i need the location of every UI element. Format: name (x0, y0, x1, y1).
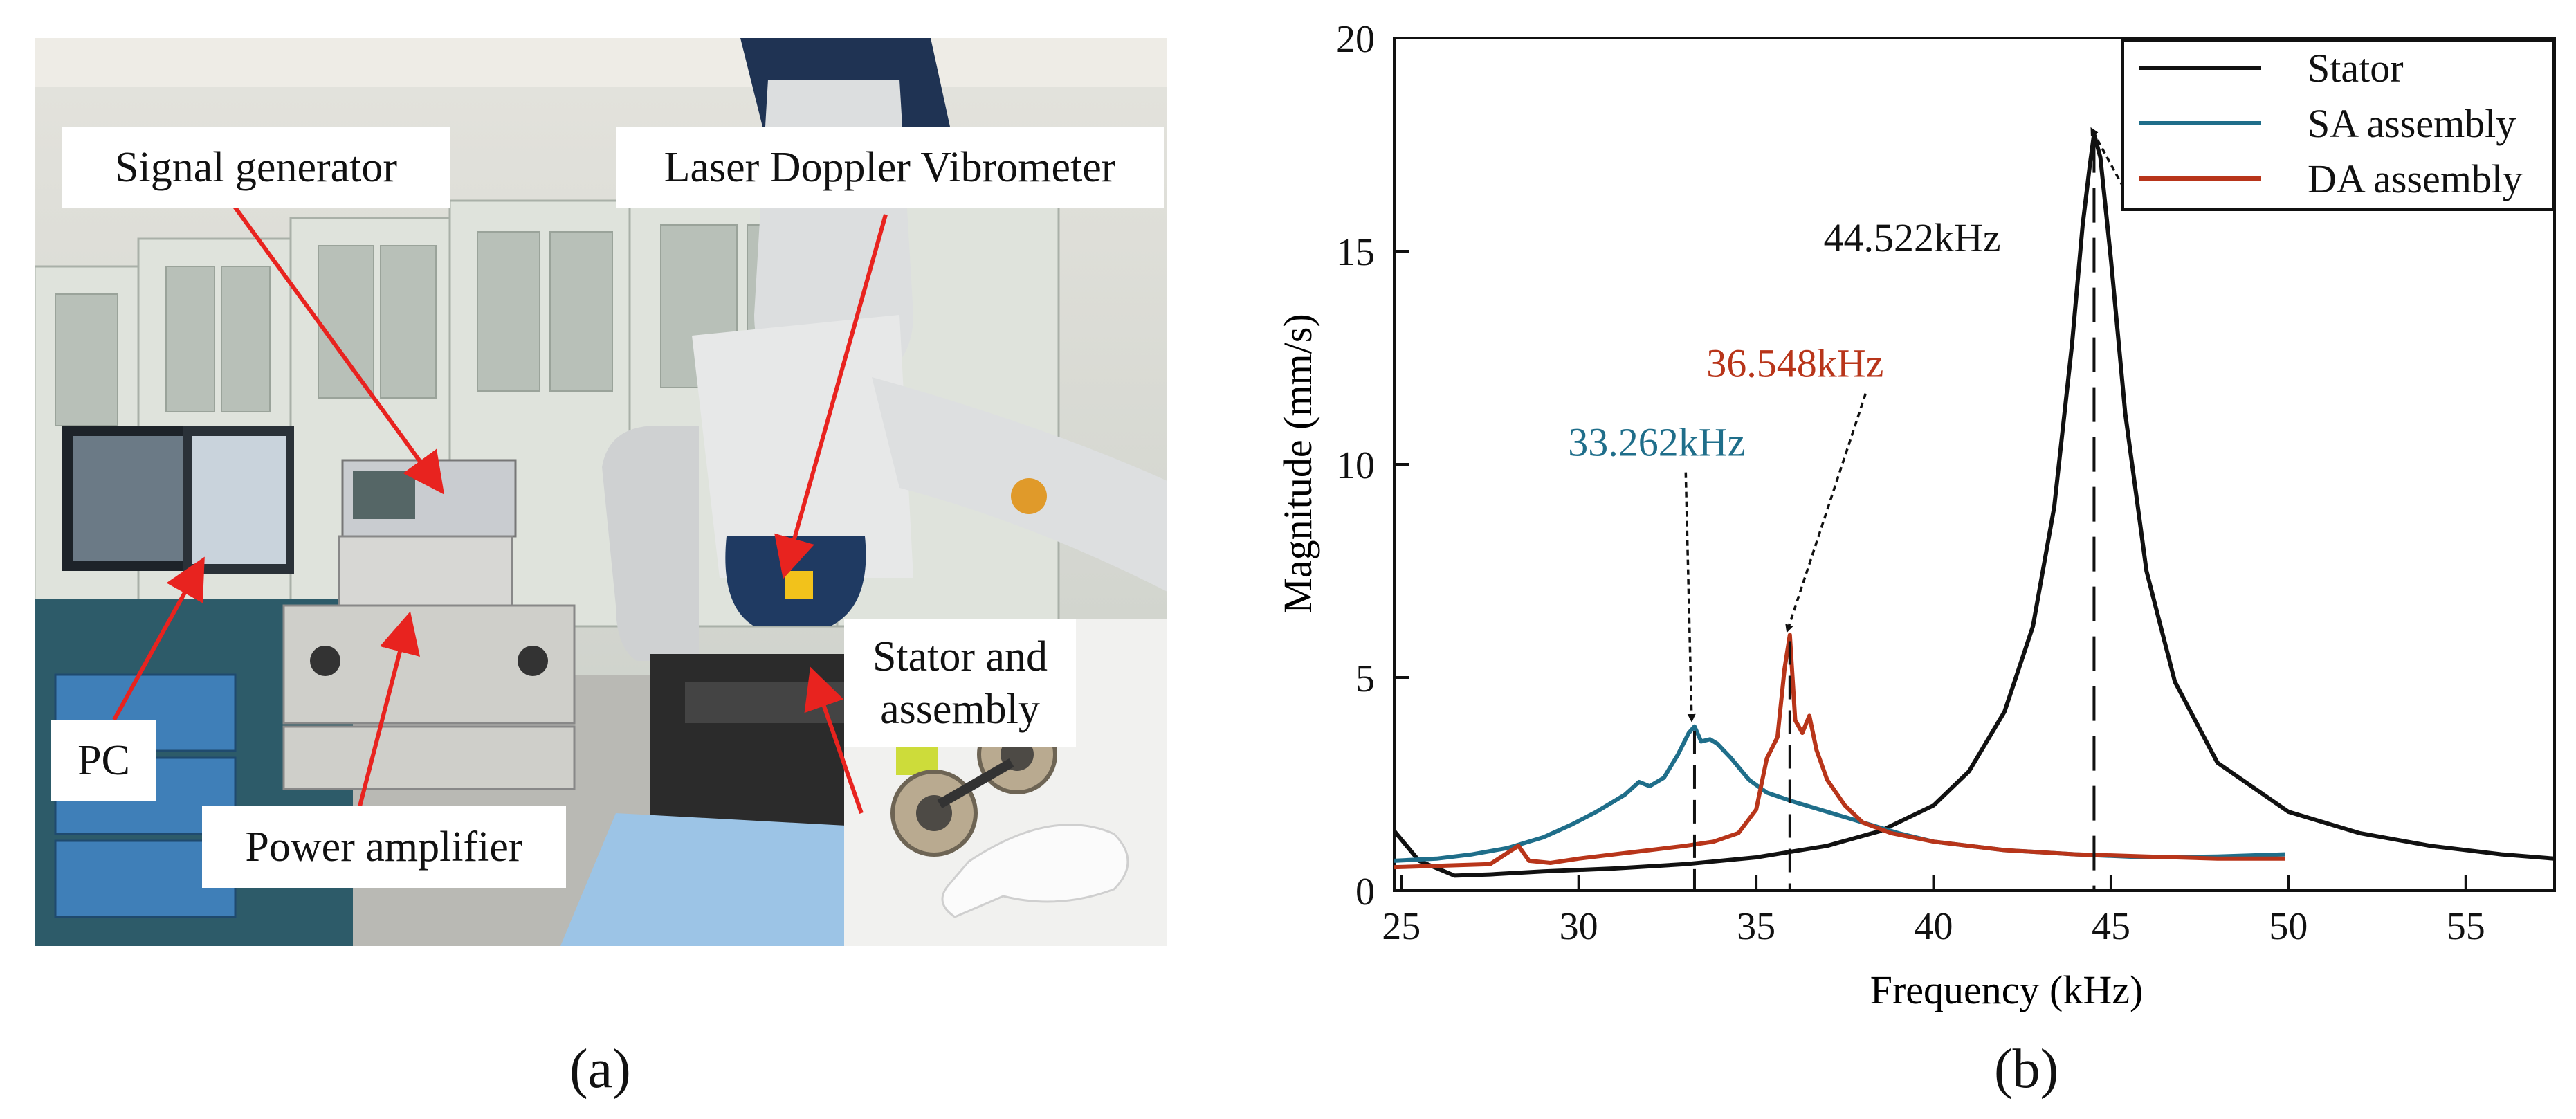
panel-b-caption: (b) (1994, 1039, 2059, 1100)
signal-generator-label: Signal generator (62, 127, 450, 208)
x-tick-label: 35 (1737, 905, 1775, 948)
legend-label-stator: Stator (2308, 46, 2404, 91)
x-tick-label: 40 (1915, 905, 1953, 948)
peak-annotation-label: 44.522kHz (1824, 215, 2001, 260)
peak-arrow (1785, 393, 1867, 633)
x-axis-title: Frequency (kHz) (1870, 967, 2144, 1012)
legend-label-da-assembly: DA assembly (2308, 156, 2523, 201)
pc-label: PC (51, 720, 156, 801)
power-amplifier-label: Power amplifier (202, 806, 566, 888)
stator-label-line1: Stator and (872, 633, 1048, 680)
experimental-setup-photo: Signal generator Laser Doppler Vibromete… (35, 38, 1167, 946)
peak-annotation-label: 36.548kHz (1706, 341, 1883, 386)
legend-label-sa-assembly: SA assembly (2308, 101, 2516, 146)
ceiling (35, 38, 1167, 87)
series-line-stator (1394, 131, 2555, 878)
peak-annotation-label: 33.262kHz (1568, 420, 1745, 465)
vibrometer-stand (602, 38, 1167, 661)
x-tick-label: 25 (1382, 905, 1421, 948)
legend: Stator SA assembly DA assembly (2121, 39, 2555, 211)
laser-doppler-vibrometer-label: Laser Doppler Vibrometer (616, 127, 1164, 208)
stator-label-line2: assembly (880, 685, 1040, 733)
peak-arrow (1684, 472, 1696, 722)
panel-a-caption: (a) (569, 1039, 631, 1100)
y-tick-label: 10 (1336, 444, 1375, 487)
y-tick-label: 15 (1336, 231, 1375, 274)
y-axis-title: Magnitude (mm/s) (1275, 313, 1320, 613)
blue-cloth (560, 813, 886, 946)
x-tick-label: 30 (1560, 905, 1598, 948)
oscilloscope-device (338, 535, 513, 607)
x-tick-label: 45 (2092, 905, 2130, 948)
stator-and-assembly-label: Stator and assembly (844, 619, 1076, 747)
y-tick-label: 5 (1355, 657, 1375, 700)
x-tick-label: 50 (2269, 905, 2308, 948)
x-tick-label: 55 (2447, 905, 2485, 948)
y-tick-label: 20 (1336, 18, 1375, 61)
y-tick-label: 0 (1355, 871, 1375, 913)
series-line-da-assembly (1394, 633, 2285, 870)
callout-arrows (112, 168, 888, 814)
